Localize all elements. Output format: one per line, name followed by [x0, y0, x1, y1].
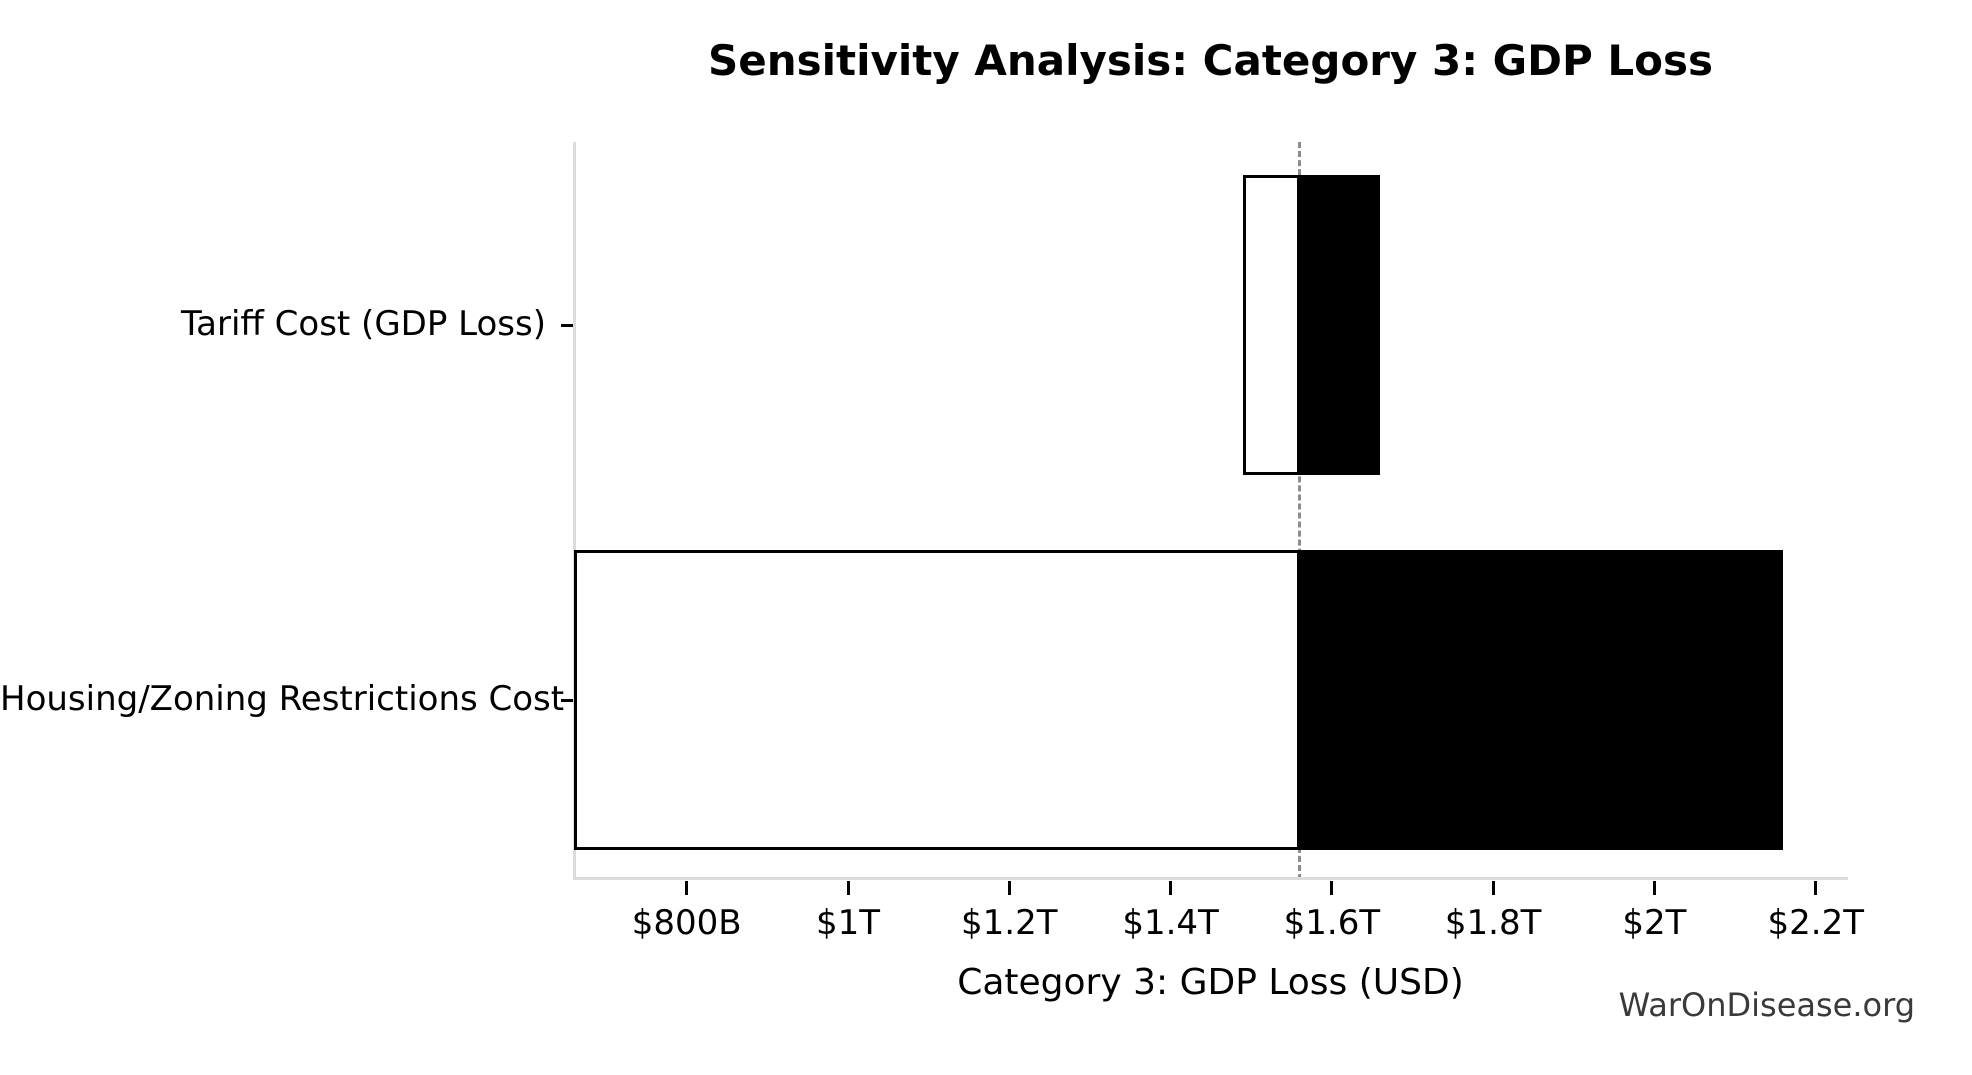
x-tick-label: $1.2T: [961, 903, 1058, 943]
plot-area: [573, 142, 1848, 880]
chart-title: Sensitivity Analysis: Category 3: GDP Lo…: [707, 36, 1714, 85]
x-tick-mark: [1007, 881, 1011, 895]
x-tick-mark: [1814, 881, 1818, 895]
bar-high-segment: [1299, 175, 1381, 475]
x-tick-label: $1.4T: [1122, 903, 1219, 943]
x-tick-label: $1T: [815, 903, 881, 943]
x-axis-label: Category 3: GDP Loss (USD): [957, 962, 1464, 1003]
x-tick-mark: [1491, 881, 1495, 895]
bar-low-segment: [573, 550, 1300, 850]
y-tick-mark: [561, 323, 573, 327]
bar-high-segment: [1299, 550, 1784, 850]
x-tick-label: $2T: [1622, 903, 1687, 943]
x-tick-mark: [685, 881, 689, 895]
x-tick-mark: [1330, 881, 1334, 895]
y-tick-mark: [561, 698, 573, 702]
bar-low-segment: [1243, 175, 1300, 475]
y-category-label: Tariff Cost (GDP Loss): [181, 304, 546, 344]
x-tick-mark: [1652, 881, 1656, 895]
x-tick-mark: [846, 881, 850, 895]
baseline-dashed-line: [1298, 142, 1302, 880]
x-tick-label: $1.6T: [1283, 903, 1381, 943]
y-category-label: Housing/Zoning Restrictions Cost: [0, 679, 565, 719]
x-tick-mark: [1169, 881, 1173, 895]
x-tick-label: $1.8T: [1444, 903, 1542, 943]
watermark: WarOnDisease.org: [1618, 986, 1915, 1024]
x-tick-label: $800B: [631, 903, 742, 943]
x-tick-label: $2.2T: [1767, 903, 1864, 943]
